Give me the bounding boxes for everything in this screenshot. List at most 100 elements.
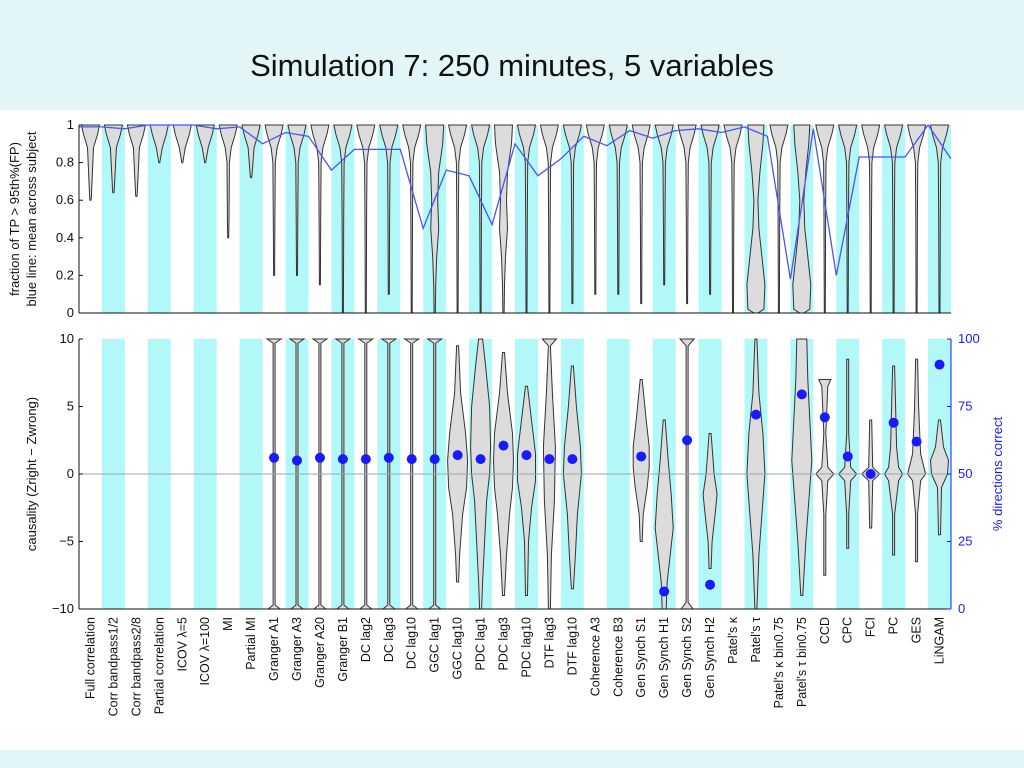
percent-dot <box>383 452 394 463</box>
category-label: Corr bandpass1/2 <box>106 617 120 716</box>
category-label: Granger A3 <box>290 617 304 681</box>
violin <box>907 358 927 563</box>
percent-dot <box>705 579 716 590</box>
violin <box>126 124 147 197</box>
category-label: Partial MI <box>244 617 258 670</box>
bottom-right-tick-label: 50 <box>958 466 972 481</box>
violin <box>884 365 904 556</box>
top-y-tick-label: 0 <box>67 305 74 320</box>
category-label: CPC <box>841 617 855 643</box>
violin <box>861 124 881 314</box>
percent-dot <box>314 452 325 463</box>
category-label: GGC lag10 <box>451 617 465 680</box>
category-label: LiNGAM <box>933 617 947 664</box>
category-label: Gen Synch H2 <box>703 617 717 698</box>
bottom-right-y-axis-label: % directions correct <box>990 417 1005 532</box>
bottom-right-tick-label: 75 <box>958 399 972 414</box>
violin <box>769 124 789 314</box>
bottom-left-tick-label: 10 <box>60 331 74 346</box>
bottom-left-tick-label: 0 <box>67 466 74 481</box>
violin <box>517 385 536 596</box>
bottom-left-tick-label: −10 <box>52 601 74 616</box>
percent-dot <box>475 454 486 465</box>
mean-line <box>79 123 952 280</box>
violin <box>80 124 101 201</box>
percent-dot <box>842 451 853 462</box>
bottom-right-tick-label: 100 <box>958 331 980 346</box>
category-label: DTF lag3 <box>542 617 556 668</box>
percent-dot <box>659 586 670 597</box>
category-label: Granger A20 <box>313 617 327 688</box>
percent-dot <box>636 451 647 462</box>
violin <box>654 124 674 286</box>
category-label: FCI <box>864 617 878 637</box>
top-band <box>239 125 263 313</box>
percent-dot <box>406 454 417 465</box>
category-label: Gen Synch S2 <box>680 617 694 698</box>
percent-dot <box>292 455 302 466</box>
percent-dot <box>452 450 463 461</box>
category-label: DC lag3 <box>382 617 396 662</box>
category-label: ICOV λ=5 <box>175 617 189 672</box>
category-label: Full correlation <box>84 617 98 699</box>
category-label: MI <box>221 617 235 631</box>
top-y-tick-label: 0.8 <box>56 155 74 170</box>
bottom-right-tick-label: 0 <box>958 601 965 616</box>
category-label: PDC lag3 <box>497 617 511 671</box>
category-label: Patel's κ bin0.75 <box>772 617 786 708</box>
violin <box>218 124 238 239</box>
category-label: GGC lag1 <box>428 617 442 673</box>
violin <box>929 419 950 536</box>
percent-dot <box>337 454 348 465</box>
violin <box>379 124 399 295</box>
category-label: DC lag10 <box>405 617 419 669</box>
category-label: Granger A1 <box>267 617 281 681</box>
bottom-left-tick-label: −5 <box>59 534 74 549</box>
category-label: PDC lag1 <box>474 617 488 671</box>
bottom-right-tick-label: 25 <box>958 534 972 549</box>
top-y-axis-label-line2: blue line: mean across subject <box>24 131 39 306</box>
violin <box>310 124 330 286</box>
percent-dot <box>360 454 371 465</box>
top-band <box>193 125 217 313</box>
bottom-left-tick-label: 5 <box>67 399 74 414</box>
violin <box>585 124 605 295</box>
category-label: Coherence A3 <box>588 617 602 696</box>
percent-dot <box>567 454 578 465</box>
percent-dot <box>865 469 876 479</box>
slide-title: Simulation 7: 250 minutes, 5 variables <box>250 48 774 83</box>
violin <box>815 379 835 576</box>
top-band <box>101 125 125 313</box>
percent-dot <box>682 435 693 446</box>
category-label: Gen Synch S1 <box>634 617 648 698</box>
percent-dot <box>934 359 945 370</box>
category-label: Patel's τ <box>749 617 763 663</box>
violin <box>264 124 284 276</box>
percent-dot <box>269 452 280 463</box>
category-label: CCD <box>818 617 832 644</box>
bottom-left-y-axis-label: causality (Zright − Zwrong) <box>24 397 39 551</box>
percent-dot <box>521 450 532 461</box>
violin <box>287 124 307 276</box>
category-label: PDC lag10 <box>520 617 534 677</box>
category-labels: Full correlation Corr bandpass1/2 Corr ban… <box>84 616 947 716</box>
category-label: ICOV λ=100 <box>198 617 212 685</box>
top-y-axis-label-line1: fraction of TP > 95th%(FP) <box>7 142 22 296</box>
category-label: Coherence B3 <box>611 617 625 697</box>
percent-dot <box>911 436 922 447</box>
category-label: GES <box>910 617 924 643</box>
category-label: PC <box>887 617 901 634</box>
percent-dot <box>819 412 830 423</box>
percent-dot <box>429 454 440 465</box>
violin <box>631 124 651 305</box>
violin <box>562 124 583 305</box>
category-label: Granger B1 <box>336 617 350 682</box>
category-label: DTF lag10 <box>565 617 579 675</box>
top-y-tick-label: 0.2 <box>56 267 74 282</box>
violin <box>608 124 628 295</box>
chart-figure: 0 0.2 0.4 0.6 0.8 1 −10 −5 0 5 10 0 25 50 75 100 Full c… <box>0 110 1024 750</box>
violin <box>539 124 560 314</box>
violin <box>815 124 835 314</box>
